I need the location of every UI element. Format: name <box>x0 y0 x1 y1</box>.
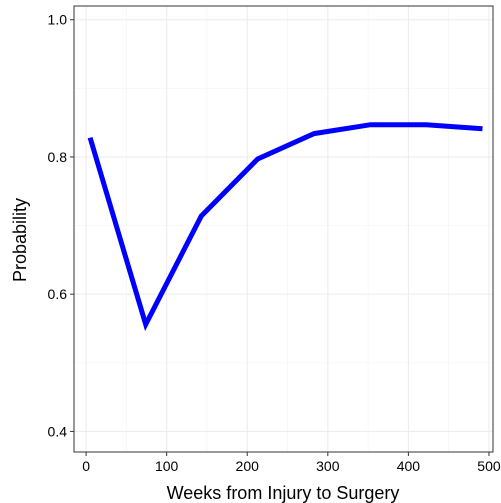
series-line <box>87 122 483 332</box>
x-tick-label: 500 <box>477 458 501 474</box>
x-tick-label: 0 <box>82 458 90 474</box>
plot-panel-border <box>73 5 494 453</box>
x-axis-title: Weeks from Injury to Surgery <box>167 483 400 503</box>
y-tick-label: 1.0 <box>48 12 68 28</box>
x-tick-label: 200 <box>236 458 260 474</box>
plot-panel-background <box>74 6 493 452</box>
x-tick-label: 300 <box>316 458 340 474</box>
data-series <box>87 122 483 332</box>
y-tick-label: 0.4 <box>48 423 68 439</box>
y-axis: 0.4 0.6 0.8 1.0 <box>48 12 74 439</box>
y-tick-label: 0.6 <box>48 286 68 302</box>
y-tick-label: 0.8 <box>48 149 68 165</box>
x-tick-label: 400 <box>397 458 421 474</box>
x-tick-label: 100 <box>155 458 179 474</box>
y-axis-title: Probability <box>10 198 30 282</box>
grid-lines <box>74 6 493 452</box>
x-axis: 0 100 200 300 400 500 <box>82 452 501 474</box>
